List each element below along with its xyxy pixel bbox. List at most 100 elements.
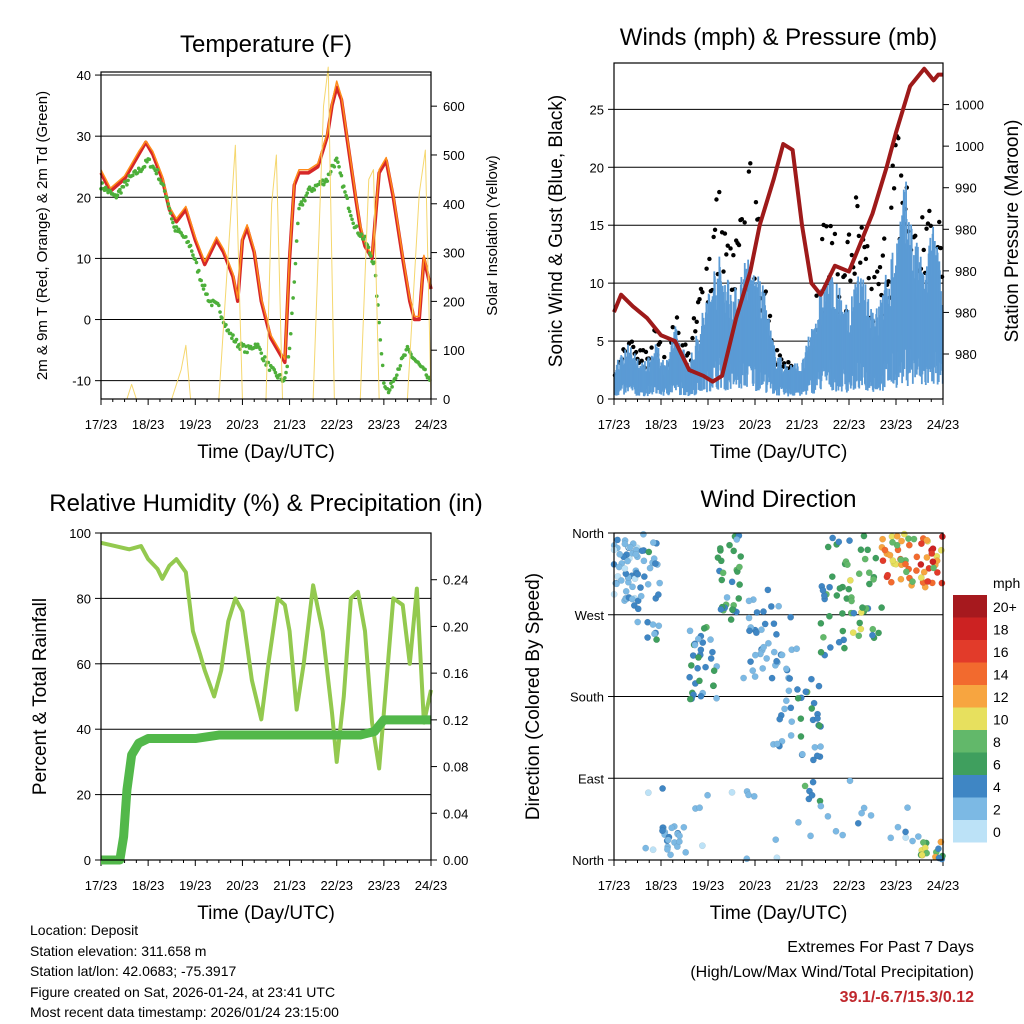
wind-direction-point: [902, 828, 909, 836]
dewpoint-point: [378, 338, 383, 342]
gust-point: [686, 351, 691, 356]
temperature-ytick-right-label: 600: [443, 99, 465, 114]
dewpoint-point: [285, 364, 290, 369]
wind-direction-point: [864, 546, 872, 554]
relative-humidity-line: [100, 540, 433, 771]
gust-point: [633, 349, 639, 355]
wind-direction-point: [933, 569, 941, 576]
colorbar-swatch: [953, 797, 987, 820]
colorbar-label: 12: [993, 689, 1009, 705]
humidity_precip-ytick-right-label: 0.24: [443, 573, 468, 588]
gust-point: [938, 245, 943, 251]
wind-direction-point: [787, 704, 795, 712]
wind-direction-point: [760, 608, 767, 615]
gust-point: [748, 161, 753, 166]
dewpoint-point: [341, 184, 346, 189]
wind_pressure-xtick-label: 23/23: [880, 417, 913, 432]
wind-direction-point: [923, 536, 931, 544]
extremes-values: 39.1/-6.7/15.3/0.12: [839, 989, 974, 1006]
humidity_precip-ytick-label: 40: [77, 722, 91, 737]
wind-direction-point: [900, 530, 908, 538]
wind-direction-point: [707, 655, 715, 662]
wind-direction-point: [675, 838, 683, 845]
humidity_precip-ytick-label: 100: [69, 526, 91, 541]
dewpoint-point: [287, 346, 292, 351]
wind-direction-point: [750, 792, 758, 800]
dewpoint-point: [346, 206, 351, 211]
dewpoint-point: [363, 234, 367, 239]
wind-direction-point: [637, 584, 644, 591]
wind-direction-point: [833, 592, 841, 599]
dewpoint-point: [261, 358, 266, 363]
dewpoint-point: [194, 260, 199, 265]
gust-point: [898, 173, 904, 178]
wind-direction-point: [913, 553, 921, 561]
dewpoint-point: [321, 182, 326, 187]
temperature-ytick-label: 40: [77, 68, 91, 83]
gust-point: [649, 345, 654, 350]
wind-direction-point: [910, 535, 918, 543]
wind-direction-point: [817, 743, 824, 750]
wind-direction-point: [745, 614, 753, 622]
wind_pressure-ytick-right-label: 980: [955, 222, 977, 237]
wind-direction-point: [644, 789, 652, 797]
colorbar-label: 6: [993, 757, 1001, 773]
dewpoint-point: [380, 363, 385, 368]
dewpoint-point: [398, 364, 403, 368]
wind-direction-point: [854, 819, 862, 827]
wind-direction-point: [743, 855, 751, 863]
wind-direction-point: [746, 627, 753, 635]
wind-direction-point: [928, 550, 936, 557]
gust-point: [875, 269, 880, 274]
gust-point: [882, 236, 887, 241]
dewpoint-point: [379, 351, 384, 356]
gust-point: [913, 233, 918, 239]
wind-direction-point: [815, 722, 823, 730]
extremes-summary: Extremes For Past 7 Days (High/Low/Max W…: [690, 935, 974, 1010]
wind_pressure-xlabel: Time (Day/UTC): [710, 442, 848, 463]
wind-direction-point: [918, 540, 925, 548]
wind-direction-point: [649, 621, 657, 628]
wind-direction-point: [909, 837, 916, 845]
gust-point: [853, 195, 859, 200]
wind-direction-point: [826, 583, 834, 591]
station-info: Location: Deposit Station elevation: 311…: [30, 920, 339, 1023]
wind-direction-point: [747, 658, 754, 666]
wind-direction-point: [668, 824, 676, 832]
gust-point: [814, 293, 819, 298]
wind-direction-point: [687, 662, 695, 669]
humidity_precip-ytick-label: 0: [84, 853, 91, 868]
colorbar-label: 10: [993, 712, 1009, 728]
wind-direction-point: [698, 842, 706, 850]
gust-point: [849, 252, 855, 258]
wind-direction-point: [817, 619, 825, 627]
wind_pressure-ytick-label: 25: [590, 102, 604, 117]
dewpoint-point: [405, 344, 410, 349]
wind-direction-point: [632, 550, 640, 558]
gust-point: [921, 247, 926, 253]
dewpoint-point: [304, 193, 308, 198]
dewpoint-point: [226, 328, 231, 332]
wind-direction-point: [760, 643, 768, 651]
wind-direction-point: [923, 554, 931, 561]
wind-direction-point: [686, 695, 694, 703]
wind_direction-ytick-label: North: [572, 853, 604, 868]
wind-direction-point: [861, 555, 869, 563]
gust-point: [876, 281, 881, 287]
humidity_precip-ytick-right-label: 0.00: [443, 853, 468, 868]
gust-point: [890, 163, 895, 168]
wind_direction-xtick-label: 24/23: [927, 878, 960, 893]
colorbar-swatch: [953, 662, 987, 685]
wind-direction-point: [751, 673, 759, 680]
dewpoint-point: [382, 381, 386, 385]
gust-point: [629, 339, 635, 344]
wind_direction-xtick-label: 19/23: [692, 878, 725, 893]
wind-direction-point: [845, 585, 853, 593]
colorbar-swatch: [953, 617, 987, 640]
dewpoint-point: [263, 355, 267, 359]
wind-direction-point: [759, 664, 767, 672]
wind-direction-point: [869, 625, 877, 633]
temperature-ytick-right-label: 0: [443, 392, 450, 407]
wind-direction-frame: [613, 532, 944, 861]
gust-point: [845, 239, 850, 245]
